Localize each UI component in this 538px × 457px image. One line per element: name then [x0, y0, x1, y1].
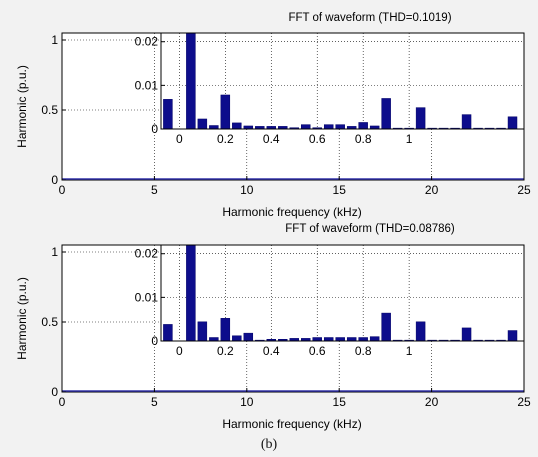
spectrum-bar — [381, 98, 391, 130]
spectrum-bar — [186, 32, 196, 130]
spectrum-bar — [358, 122, 368, 130]
spectrum-bar — [507, 116, 518, 130]
main-ytick-label: 1 — [51, 245, 58, 259]
inset-xtick-label: 0.6 — [309, 132, 326, 146]
spectrum-bar — [209, 337, 219, 342]
main-xtick-label: 25 — [517, 183, 531, 197]
spectrum-bar — [358, 337, 368, 342]
main-xtick-label: 0 — [59, 183, 66, 197]
main-ytick-label: 0 — [51, 173, 58, 187]
spectrum-bar — [220, 94, 231, 130]
inset-ytick-label: 0 — [151, 122, 158, 136]
inset-xtick-label: 0.2 — [217, 344, 234, 358]
main-xtick-label: 15 — [333, 395, 347, 409]
inset-xtick-label: 0.6 — [309, 344, 326, 358]
inset-chart: 0 0.2 0.4 0.6 0.8 1 0 0.01 0.02 — [135, 244, 525, 358]
spectrum-bar — [209, 125, 219, 130]
spectrum-bar — [312, 337, 322, 342]
spectrum-bar — [507, 330, 518, 342]
inset-xtick-label: 0.4 — [263, 344, 280, 358]
spectrum-bar — [415, 107, 426, 130]
spectrum-bar — [461, 114, 472, 130]
spectrum-bar — [461, 327, 472, 342]
main-xtick-label: 5 — [151, 183, 158, 197]
main-xtick-label: 25 — [517, 395, 531, 409]
spectrum-bar — [323, 124, 334, 130]
spectrum-bar — [243, 332, 254, 342]
x-axis-label: Harmonic frequency (kHz) — [222, 205, 361, 219]
spectrum-bar — [301, 124, 311, 130]
spectrum-bar — [335, 124, 345, 130]
spectrum-bar — [323, 337, 334, 342]
main-xtick-label: 0 — [59, 395, 66, 409]
main-xtick-label: 20 — [425, 395, 439, 409]
spectrum-bar — [186, 244, 196, 342]
y-axis-label: Harmonic (p.u.) — [15, 277, 29, 360]
spectrum-bar — [381, 312, 391, 342]
inset-ytick-label: 0.01 — [135, 290, 159, 304]
inset-xtick-label: 0.8 — [355, 344, 372, 358]
main-ytick-label: 0 — [51, 385, 58, 399]
inset-axes-frame — [160, 32, 525, 130]
inset-chart: 0 0.2 0.4 0.6 0.8 1 0 0.01 0.02 — [135, 32, 525, 146]
inset-xtick-label: 0.4 — [263, 132, 280, 146]
spectrum-bar — [163, 99, 173, 130]
spectrum-bar — [163, 324, 173, 342]
inset-xtick-label: 0 — [176, 344, 183, 358]
spectrum-bar — [220, 318, 231, 342]
inset-xtick-label: 0 — [176, 132, 183, 146]
spectrum-bar — [197, 118, 208, 130]
spectrum-bar — [232, 122, 242, 130]
inset-plot-area — [161, 245, 524, 341]
spectrum-bar — [415, 321, 426, 342]
inset-xtick-label: 1 — [406, 132, 413, 146]
inset-xtick-label: 0.8 — [355, 132, 372, 146]
chart-title: FFT of waveform (THD=0.1019) — [288, 12, 451, 24]
spectrum-bar — [369, 336, 380, 342]
inset-ytick-label: 0.01 — [135, 78, 159, 92]
spectrum-bar — [232, 335, 242, 342]
main-xtick-label: 5 — [151, 395, 158, 409]
inset-xtick-label: 0.2 — [217, 132, 234, 146]
x-axis-label: Harmonic frequency (kHz) — [222, 417, 361, 431]
spectrum-bar — [197, 321, 208, 342]
spectrum-bar — [335, 337, 345, 342]
main-ytick-label: 0.5 — [41, 315, 58, 329]
main-ytick-label: 1 — [51, 33, 58, 47]
main-xtick-label: 10 — [240, 183, 254, 197]
figure-sublabel: (b) — [260, 437, 278, 452]
inset-ytick-label: 0 — [151, 334, 158, 348]
inset-ytick-label: 0.02 — [135, 35, 159, 49]
inset-xtick-label: 1 — [406, 344, 413, 358]
spectrum-bar — [346, 337, 357, 342]
main-xtick-label: 15 — [333, 183, 347, 197]
chart-title: FFT of waveform (THD=0.08786) — [285, 223, 455, 235]
main-ytick-label: 0.5 — [41, 103, 58, 117]
inset-ytick-label: 0.02 — [135, 247, 159, 261]
y-axis-label: Harmonic (p.u.) — [15, 65, 29, 148]
main-xtick-label: 20 — [425, 183, 439, 197]
main-xtick-label: 10 — [240, 395, 254, 409]
inset-axes-frame — [160, 244, 525, 342]
